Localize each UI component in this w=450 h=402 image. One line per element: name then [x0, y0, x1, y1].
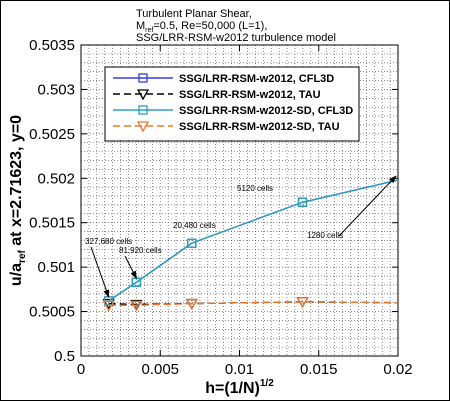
- legend-label: SSG/LRR-RSM-w2012-SD, CFL3D: [179, 105, 353, 117]
- annotation-arrow: [338, 175, 397, 237]
- y-axis-title: u/aref at x=2.71623, y=0: [8, 115, 28, 286]
- series-line: [108, 179, 399, 302]
- legend-item: SSG/LRR-RSM-w2012, CFL3D: [113, 73, 334, 85]
- legend-item: SSG/LRR-RSM-w2012-SD, TAU: [113, 121, 340, 133]
- legend-label: SSG/LRR-RSM-w2012, CFL3D: [179, 73, 334, 85]
- data-point: [130, 300, 143, 312]
- x-tick-label: 0.015: [300, 361, 338, 378]
- series-4: [102, 297, 399, 312]
- y-tick-label: 0.502: [37, 170, 75, 187]
- data-point: [136, 89, 150, 101]
- y-tick-label: 0.5015: [29, 215, 75, 232]
- annotation-arrow: [124, 255, 137, 280]
- legend-item: SSG/LRR-RSM-w2012-SD, CFL3D: [113, 105, 353, 117]
- annotation-label: 1280 cells: [307, 231, 343, 240]
- x-tick-label: 0.01: [225, 361, 254, 378]
- y-tick-label: 0.501: [37, 259, 75, 276]
- x-tick-label: 0.02: [383, 361, 412, 378]
- x-axis-title: h=(1/N)1/2: [205, 378, 274, 397]
- annotation-label: 81,920 cells: [119, 246, 162, 255]
- data-point: [102, 298, 115, 310]
- annotation-label: 327,680 cells: [85, 237, 132, 246]
- annotation-label: 20,480 cells: [173, 221, 216, 230]
- annotation-label: 5120 cells: [237, 184, 273, 193]
- y-tick-label: 0.5025: [29, 126, 75, 143]
- legend-item: SSG/LRR-RSM-w2012, TAU: [113, 89, 321, 101]
- y-tick-label: 0.503: [37, 81, 75, 98]
- legend-label: SSG/LRR-RSM-w2012, TAU: [179, 89, 321, 101]
- annotation-arrow: [90, 246, 110, 298]
- legend: SSG/LRR-RSM-w2012, CFL3D SSG/LRR-RSM-w201…: [104, 66, 360, 142]
- y-tick-label: 0.5035: [29, 37, 75, 54]
- y-tick-label: 0.5005: [29, 304, 75, 321]
- data-point: [185, 298, 198, 310]
- legend-label: SSG/LRR-RSM-w2012-SD, TAU: [179, 121, 340, 133]
- y-tick-label: 0.5: [54, 348, 75, 365]
- chart-title-line2: Mref=0.5, Re=50,000 (L=1),: [136, 20, 267, 34]
- data-point: [136, 121, 150, 133]
- series-line: [108, 301, 399, 307]
- chart-title-line3: SSG/LRR-RSM-w2012 turbulence model: [136, 32, 336, 44]
- data-point: [187, 238, 197, 248]
- data-point: [297, 197, 308, 207]
- data-point: [102, 300, 115, 312]
- data-point: [296, 297, 309, 309]
- x-tick-label: 0: [77, 361, 85, 378]
- data-point: [138, 105, 148, 115]
- x-tick-label: 0.005: [141, 361, 179, 378]
- chart-title-line1: Turbulent Planar Shear,: [136, 8, 252, 20]
- data-point: [138, 73, 148, 83]
